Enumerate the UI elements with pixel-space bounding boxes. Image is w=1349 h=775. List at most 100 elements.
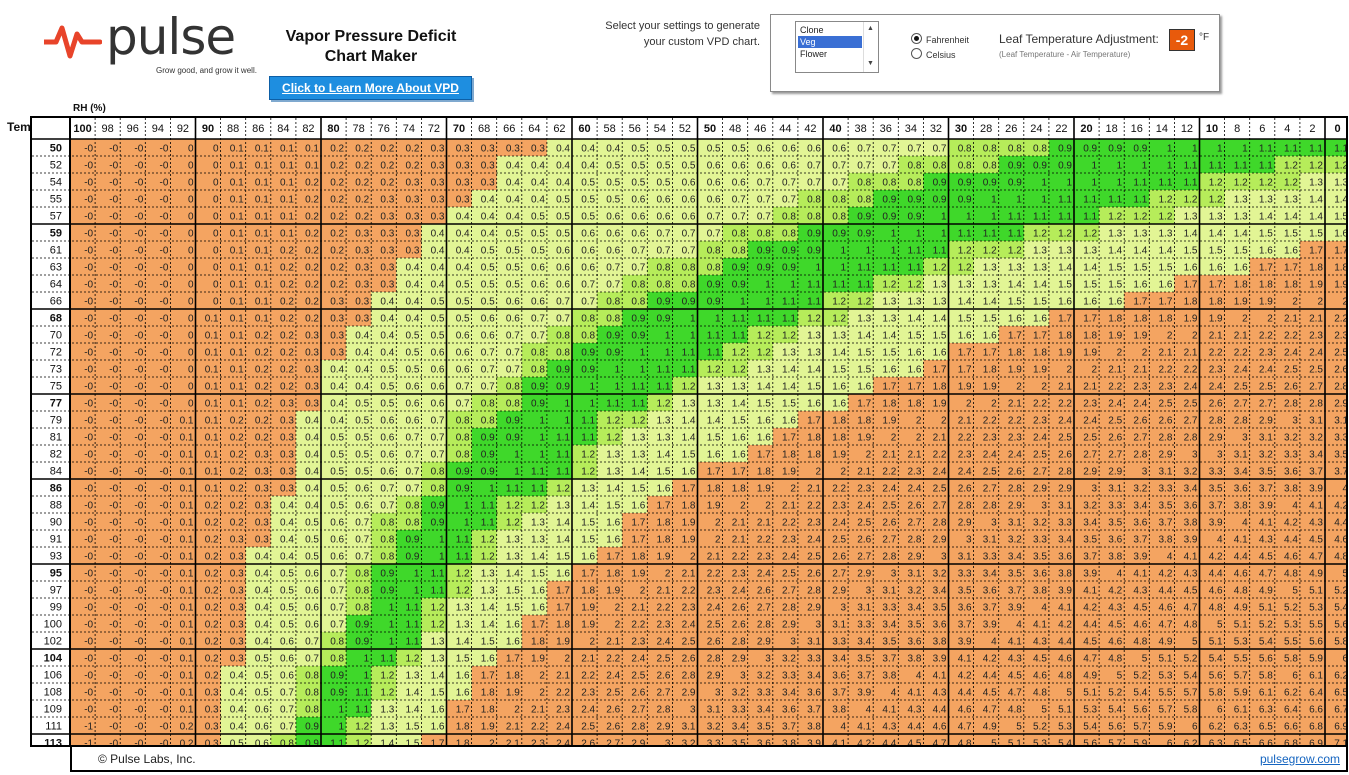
learn-more-button[interactable]: Click to Learn More About VPD bbox=[269, 76, 472, 100]
vpd-cell-label: 1.8 bbox=[531, 637, 545, 648]
vpd-cell-label: 6.5 bbox=[1334, 688, 1346, 699]
vpd-cell-label: 0.7 bbox=[405, 450, 419, 461]
vpd-cell-label: 5.8 bbox=[1209, 688, 1223, 699]
vpd-cell-label: 3.3 bbox=[1158, 484, 1172, 495]
vpd-cell-label: 1 bbox=[539, 450, 545, 461]
vpd-cell-label: 4.9 bbox=[1158, 637, 1172, 648]
vpd-cell bbox=[1124, 139, 1150, 157]
vpd-cell-label: 1.1 bbox=[355, 688, 369, 699]
vpd-cell-label: 2.2 bbox=[581, 671, 595, 682]
vpd-cell-label: -0 bbox=[159, 467, 168, 478]
rh-tick-label: 72 bbox=[428, 123, 440, 135]
vpd-cell-label: 0.9 bbox=[380, 569, 394, 580]
radio-celsius[interactable]: Celsius bbox=[911, 48, 956, 60]
vpd-cell-label: 2.1 bbox=[1184, 348, 1198, 359]
rh-tick-label: 70 bbox=[453, 123, 465, 135]
vpd-cell-label: 0.8 bbox=[456, 450, 470, 461]
vpd-cell bbox=[421, 139, 447, 157]
vpd-cell-label: 0.9 bbox=[958, 195, 972, 206]
vpd-cell-label: 0.9 bbox=[907, 212, 921, 223]
vpd-cell-label: 1.2 bbox=[782, 331, 796, 342]
vpd-cell-label: 0.8 bbox=[405, 518, 419, 529]
stage-option-clone[interactable]: Clone bbox=[798, 24, 862, 36]
vpd-cell-label: 1 bbox=[665, 348, 671, 359]
vpd-cell-label: 0.7 bbox=[807, 161, 821, 172]
vpd-cell-label: 1.9 bbox=[531, 654, 545, 665]
vpd-cell-label: 0.6 bbox=[631, 212, 645, 223]
vpd-cell-label: 4.1 bbox=[1184, 552, 1198, 563]
temp-tick-label: 72 bbox=[50, 347, 62, 359]
rh-tick-label: 52 bbox=[679, 123, 691, 135]
vpd-cell-label: 0.9 bbox=[857, 212, 871, 223]
vpd-cell bbox=[722, 156, 749, 174]
vpd-cell-label: 3.4 bbox=[882, 620, 896, 631]
stage-listbox[interactable]: Clone Veg Flower ▲ ▼ bbox=[795, 21, 879, 73]
vpd-cell-label: 1.4 bbox=[606, 484, 620, 495]
vpd-cell-label: 4.8 bbox=[1033, 688, 1047, 699]
vpd-cell-label: 4.5 bbox=[1259, 552, 1273, 563]
vpd-cell bbox=[873, 139, 899, 157]
vpd-cell-label: 1.1 bbox=[1133, 195, 1147, 206]
vpd-cell-label: 0.7 bbox=[857, 144, 871, 155]
radio-unselected-icon[interactable] bbox=[911, 48, 922, 59]
radio-fahrenheit[interactable]: Fahrenheit bbox=[911, 33, 969, 45]
vpd-cell-label: 4.4 bbox=[1209, 569, 1223, 580]
stage-option-veg[interactable]: Veg bbox=[798, 36, 862, 48]
vpd-cell-label: 0.5 bbox=[255, 671, 269, 682]
vpd-cell-label: 4.1 bbox=[1309, 501, 1323, 512]
vpd-cell bbox=[747, 139, 774, 157]
radio-selected-icon[interactable] bbox=[911, 33, 922, 44]
vpd-cell-label: 3.6 bbox=[782, 705, 796, 716]
vpd-cell-label: 1.9 bbox=[1133, 331, 1147, 342]
vpd-cell-label: 0.3 bbox=[431, 212, 445, 223]
vpd-cell-label: 4.4 bbox=[1058, 637, 1072, 648]
vpd-cell-label: -0 bbox=[84, 705, 93, 716]
vpd-cell-label: 0.3 bbox=[355, 297, 369, 308]
vpd-cell-label: 4.6 bbox=[1058, 654, 1072, 665]
vpd-cell-label: -0 bbox=[109, 314, 118, 325]
vpd-cell-label: 0.8 bbox=[330, 654, 344, 665]
vpd-cell-label: -0 bbox=[159, 484, 168, 495]
vpd-cell-label: 1.1 bbox=[456, 552, 470, 563]
vpd-cell-label: 1.8 bbox=[1184, 297, 1198, 308]
vpd-cell-label: 3 bbox=[841, 603, 847, 614]
vpd-cell-label: 0.9 bbox=[581, 348, 595, 359]
vpd-cell-label: 1.3 bbox=[832, 331, 846, 342]
vpd-cell-label: 3 bbox=[1041, 501, 1047, 512]
vpd-cell-label: 1.4 bbox=[1158, 246, 1172, 257]
vpd-cell-label: 3.6 bbox=[807, 688, 821, 699]
leaf-adjustment-input[interactable]: -2 bbox=[1169, 29, 1195, 51]
vpd-cell-label: 3.1 bbox=[882, 586, 896, 597]
vpd-cell-label: -0 bbox=[134, 722, 143, 733]
vpd-cell-label: 1.3 bbox=[1033, 246, 1047, 257]
vpd-cell-label: 0.6 bbox=[431, 348, 445, 359]
vpd-cell-label: 0.8 bbox=[606, 297, 620, 308]
vpd-cell-label: 1.6 bbox=[581, 552, 595, 563]
vpd-cell-label: 4 bbox=[1217, 535, 1223, 546]
scroll-down-icon[interactable]: ▼ bbox=[867, 60, 874, 67]
vpd-cell-label: 1.9 bbox=[1309, 280, 1323, 291]
vpd-cell-label: 0.2 bbox=[255, 433, 269, 444]
vpd-cell-label: 1.6 bbox=[782, 416, 796, 427]
vpd-cell-label: -0 bbox=[159, 722, 168, 733]
vpd-cell-label: 4.4 bbox=[882, 739, 896, 746]
vpd-cell bbox=[998, 156, 1025, 174]
vpd-cell-label: 1.9 bbox=[1008, 365, 1022, 376]
vpd-cell-label: 1.7 bbox=[481, 671, 495, 682]
vpd-cell-label: 1.1 bbox=[355, 705, 369, 716]
vpd-cell-label: -0 bbox=[109, 416, 118, 427]
vpd-cell-label: 1.1 bbox=[1259, 144, 1273, 155]
vpd-cell-label: 0.2 bbox=[205, 535, 219, 546]
vpd-cell-label: 1.5 bbox=[405, 722, 419, 733]
pulsegrow-link[interactable]: pulsegrow.com bbox=[1260, 747, 1340, 771]
vpd-cell-label: 1 bbox=[1117, 178, 1123, 189]
stage-option-flower[interactable]: Flower bbox=[798, 48, 862, 60]
vpd-cell-label: 2.5 bbox=[631, 671, 645, 682]
vpd-cell-label: 0.2 bbox=[280, 382, 294, 393]
vpd-cell-label: 1.3 bbox=[1284, 195, 1298, 206]
vpd-cell-label: 2.6 bbox=[707, 637, 721, 648]
vpd-cell-label: 1.6 bbox=[1108, 297, 1122, 308]
listbox-scrollbar[interactable]: ▲ ▼ bbox=[863, 22, 878, 72]
vpd-cell-label: 1.1 bbox=[983, 229, 997, 240]
scroll-up-icon[interactable]: ▲ bbox=[867, 25, 874, 32]
